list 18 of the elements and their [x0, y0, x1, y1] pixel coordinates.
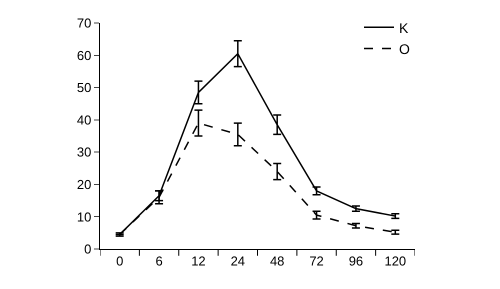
- y-tick-label: 60: [76, 48, 92, 63]
- y-tick-label: 10: [76, 209, 92, 224]
- y-tick-label: 50: [76, 80, 92, 96]
- y-tick-label: 20: [76, 176, 92, 192]
- legend-label: K: [399, 20, 409, 36]
- x-tick-label: 24: [230, 254, 246, 269]
- legend-label: O: [399, 40, 410, 57]
- x-tick-label: 12: [191, 254, 206, 269]
- x-tick-label: 72: [309, 254, 324, 269]
- x-tick-label: 96: [348, 254, 364, 269]
- y-tick-label: 40: [76, 112, 92, 128]
- x-tick-label: 120: [384, 254, 406, 269]
- y-tick-label: 70: [76, 16, 92, 31]
- x-tick-label: 6: [155, 254, 163, 269]
- x-tick-label: 48: [270, 254, 284, 269]
- y-tick-label: 0: [84, 242, 92, 257]
- x-tick-label: 0: [116, 254, 124, 269]
- y-tick-label: 30: [76, 144, 92, 160]
